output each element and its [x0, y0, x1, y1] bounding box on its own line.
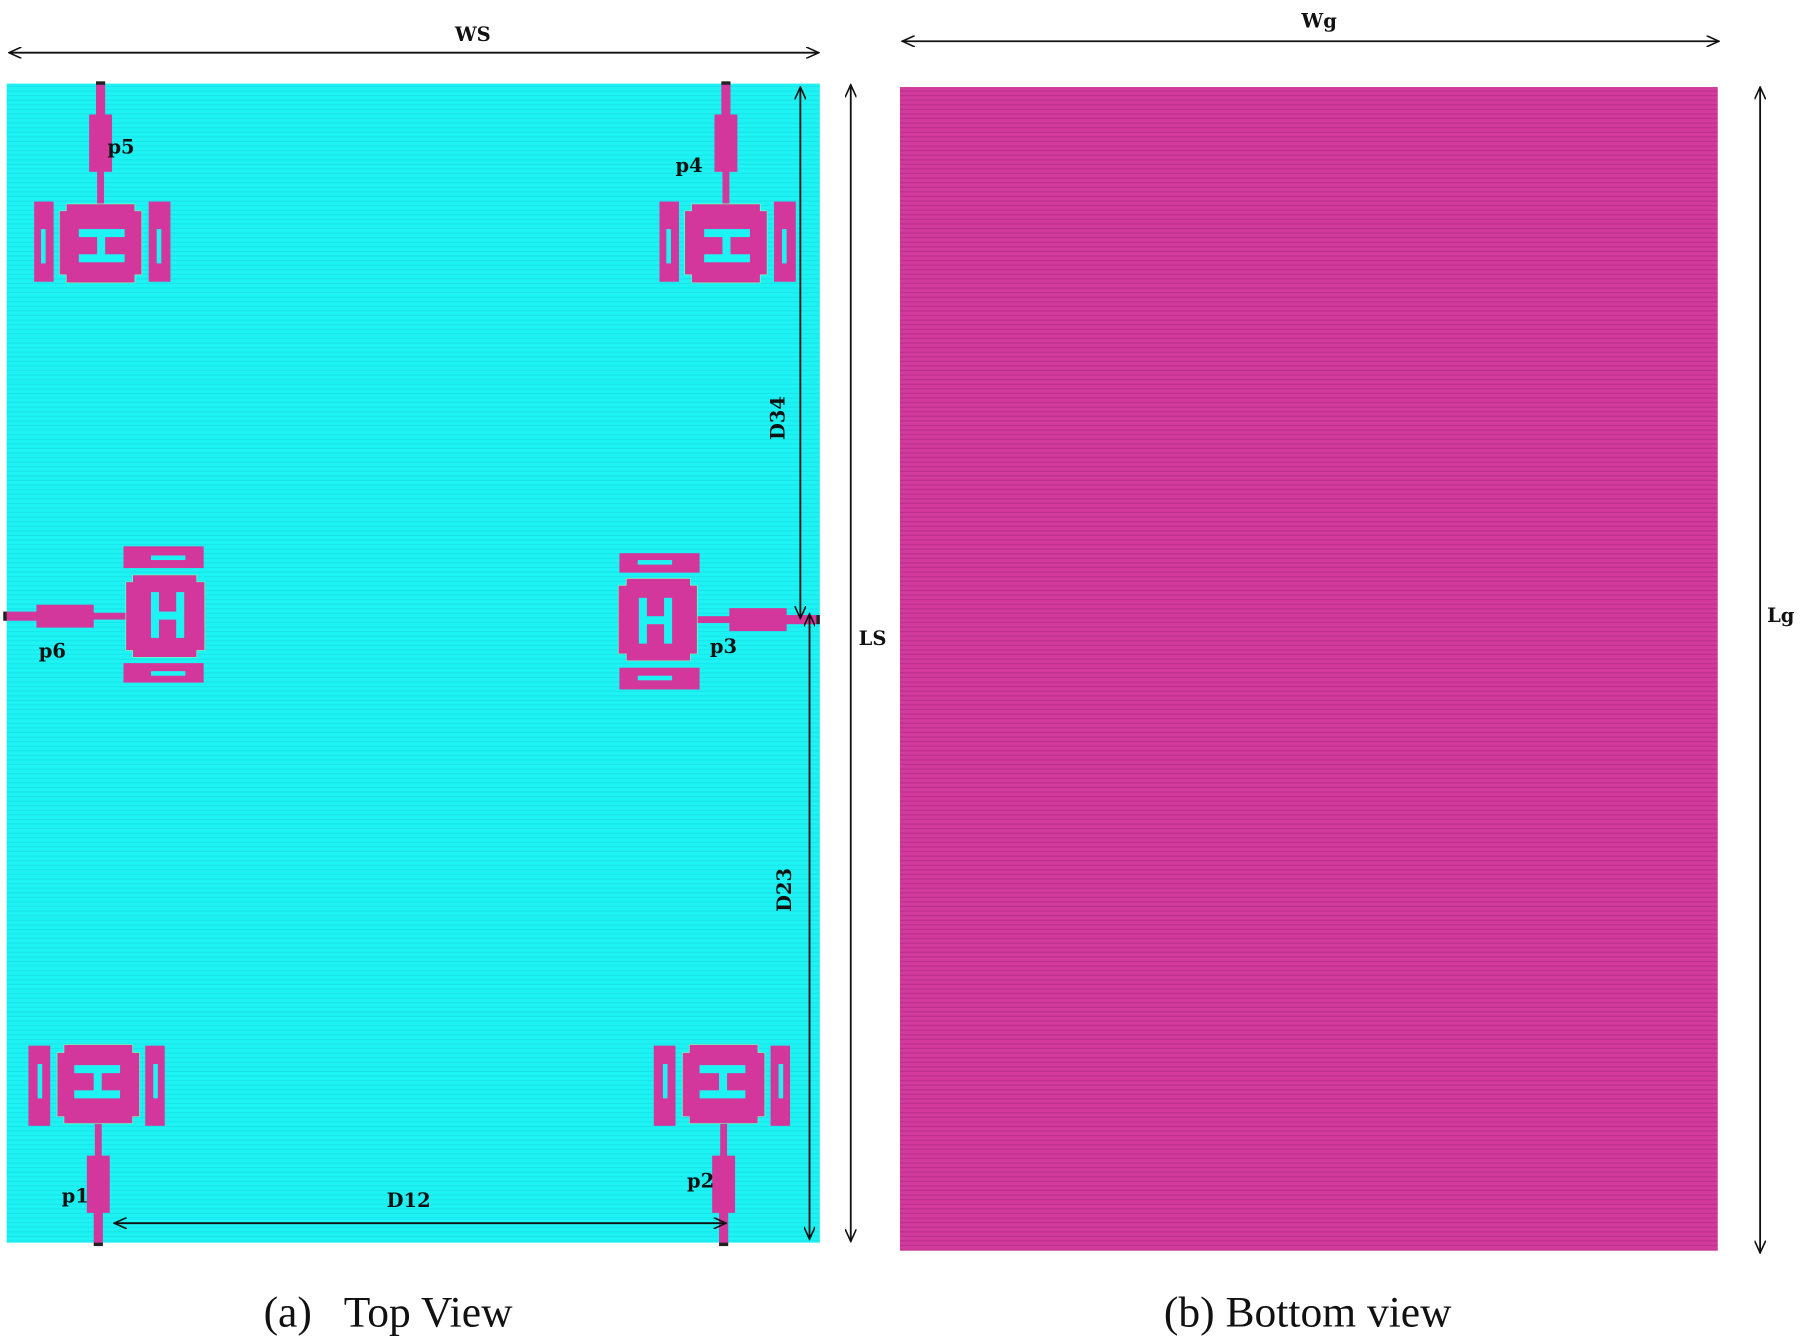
- port-label-p3: p3: [710, 635, 737, 658]
- d12-label: D12: [387, 1189, 431, 1212]
- port-label-p1: p1: [62, 1185, 89, 1208]
- port-label-p5: p5: [107, 135, 134, 158]
- ws-label: WS: [454, 23, 491, 46]
- lg-label: Lg: [1767, 604, 1795, 627]
- wg-label: Wg: [1300, 9, 1337, 32]
- d23-label: D23: [773, 868, 796, 912]
- top-view-caption: (a) Top View: [264, 1288, 514, 1336]
- top-view: p5 p4 p6 p3 p1 p2 WS LS D34 D23 D12 (a) …: [2, 23, 887, 1336]
- ground-plane: [900, 87, 1718, 1251]
- bottom-view: Wg Lg (b) Bottom view: [900, 9, 1795, 1336]
- port-label-p4: p4: [676, 154, 703, 177]
- d34-label: D34: [766, 396, 789, 440]
- bottom-view-caption: (b) Bottom view: [1164, 1288, 1452, 1336]
- port-label-p2: p2: [687, 1170, 714, 1193]
- ls-label: LS: [859, 627, 887, 650]
- port-label-p6: p6: [39, 639, 66, 662]
